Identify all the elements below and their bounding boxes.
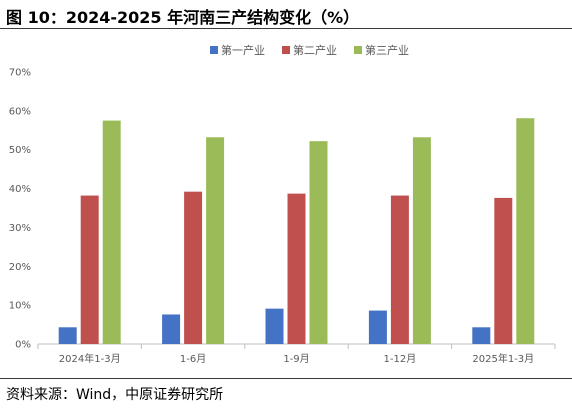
bar-2 [287,193,306,344]
x-tick-label: 1-6月 [180,353,206,365]
bar-3 [102,120,121,344]
legend-swatch-3 [354,46,362,54]
y-tick-label: 70% [9,68,31,79]
bar-3 [412,137,431,344]
y-tick-label: 50% [9,145,31,156]
bar-1 [162,314,181,344]
bar-1 [58,327,77,344]
bottom-divider [0,378,572,379]
y-tick-label: 30% [9,223,31,234]
x-tick-label: 2024年1-3月 [59,352,121,365]
bar-2 [184,191,203,344]
y-tick-label: 20% [9,262,31,273]
bar-1 [368,310,387,344]
x-tick-label: 2025年1-3月 [472,352,534,365]
legend-swatch-1 [210,46,218,54]
bar-2 [390,195,409,344]
legend-label-3: 第三产业 [365,43,409,57]
y-tick-label: 40% [9,184,31,195]
legend-swatch-2 [282,46,290,54]
legend-label-1: 第一产业 [221,43,265,57]
bar-2 [80,195,99,344]
bar-1 [265,308,284,344]
y-tick-label: 60% [9,106,31,117]
top-divider [0,28,572,29]
x-tick-label: 1-9月 [283,353,309,365]
x-tick-label: 1-12月 [384,353,417,365]
bar-chart: 0% 10% 20% 30% 40% 50% 60% 70% 2024年1-3月 1-6月 1-9月… [9,43,556,365]
figure-title: 图 10：2024-2025 年河南三产结构变化（%） [6,8,360,27]
legend-label-2: 第二产业 [293,43,337,57]
bar-3 [309,141,328,344]
source-note: 资料来源：Wind，中原证券研究所 [6,387,224,403]
y-tick-label: 10% [9,301,31,312]
bar-2 [494,197,513,344]
bar-3 [206,137,225,344]
bar-1 [472,327,491,344]
y-tick-label: 0% [15,340,31,351]
bar-3 [516,118,535,345]
